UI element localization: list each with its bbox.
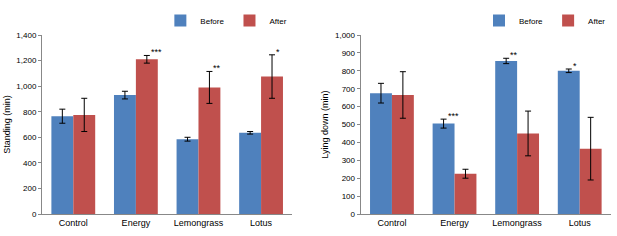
svg-text:1,200: 1,200 bbox=[16, 56, 37, 65]
svg-text:Control: Control bbox=[59, 218, 88, 228]
svg-text:600: 600 bbox=[342, 102, 356, 111]
svg-text:Lemongrass: Lemongrass bbox=[492, 218, 542, 228]
svg-text:1,000: 1,000 bbox=[16, 82, 37, 91]
svg-text:*: * bbox=[573, 61, 577, 71]
svg-text:800: 800 bbox=[342, 67, 356, 76]
svg-text:Lying down (min): Lying down (min) bbox=[320, 90, 330, 158]
svg-text:**: ** bbox=[510, 50, 518, 60]
svg-text:**: ** bbox=[213, 63, 221, 73]
svg-text:***: *** bbox=[448, 111, 459, 121]
svg-text:800: 800 bbox=[23, 108, 37, 117]
svg-text:Control: Control bbox=[377, 218, 406, 228]
svg-text:0: 0 bbox=[351, 210, 356, 219]
svg-text:*: * bbox=[276, 47, 280, 57]
svg-text:Energy: Energy bbox=[122, 218, 151, 228]
svg-text:***: *** bbox=[151, 47, 162, 57]
svg-text:700: 700 bbox=[342, 85, 356, 94]
svg-text:100: 100 bbox=[342, 192, 356, 201]
svg-text:300: 300 bbox=[342, 156, 356, 165]
svg-text:900: 900 bbox=[342, 49, 356, 58]
svg-text:400: 400 bbox=[23, 159, 37, 168]
svg-text:400: 400 bbox=[342, 138, 356, 147]
svg-text:200: 200 bbox=[342, 174, 356, 183]
svg-text:1,000: 1,000 bbox=[335, 31, 356, 40]
svg-text:After: After bbox=[588, 17, 605, 26]
svg-text:200: 200 bbox=[23, 184, 37, 193]
svg-text:After: After bbox=[269, 17, 286, 26]
svg-text:500: 500 bbox=[342, 120, 356, 129]
svg-text:Energy: Energy bbox=[440, 218, 469, 228]
svg-text:Lotus: Lotus bbox=[250, 218, 273, 228]
svg-text:Standing (min): Standing (min) bbox=[2, 95, 12, 154]
svg-text:Before: Before bbox=[519, 17, 543, 26]
svg-text:1,400: 1,400 bbox=[16, 31, 37, 40]
svg-text:600: 600 bbox=[23, 133, 37, 142]
svg-text:Before: Before bbox=[200, 17, 224, 26]
svg-text:0: 0 bbox=[32, 210, 37, 219]
svg-text:Lemongrass: Lemongrass bbox=[174, 218, 224, 228]
svg-text:Lotus: Lotus bbox=[569, 218, 592, 228]
